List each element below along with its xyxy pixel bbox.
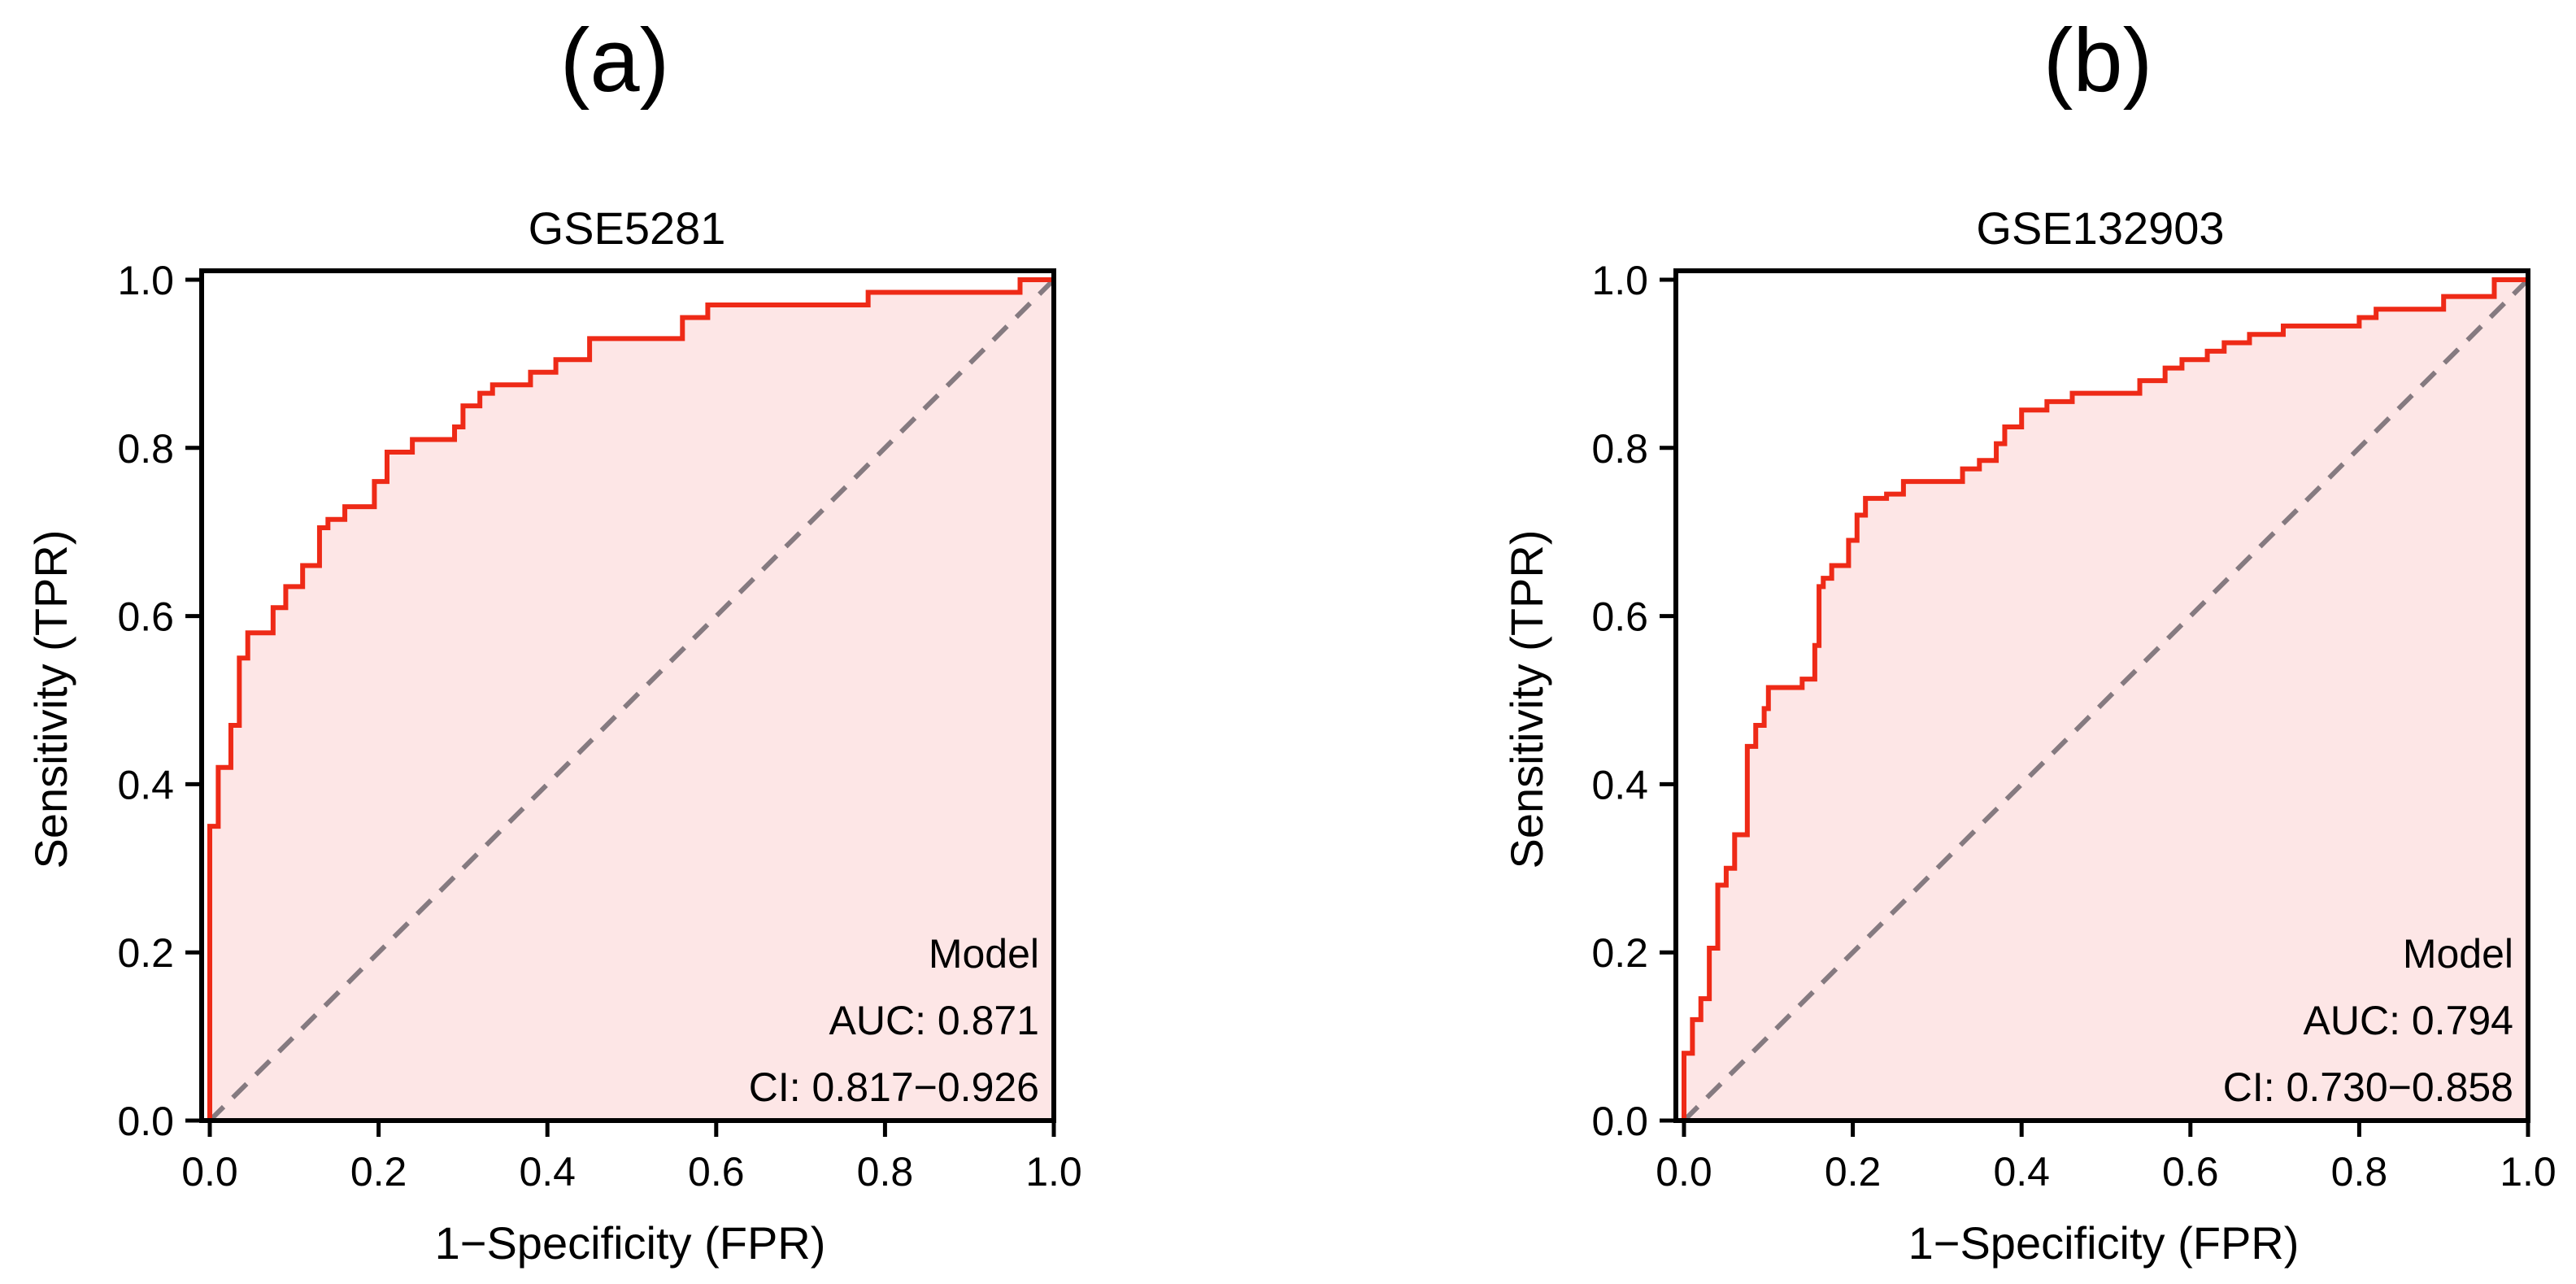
x-tick-label: 0.8: [857, 1149, 914, 1195]
y-axis-label: Sensitivity (TPR): [25, 530, 76, 869]
y-axis-label: Sensitivity (TPR): [1501, 530, 1552, 869]
x-tick-label: 0.4: [1993, 1149, 2050, 1195]
auc-label: AUC: 0.871: [829, 998, 1039, 1043]
panel-b: (b) GSE132903 0.0 0.2 0.4 0.6 0.8 1.00.00.20.…: [1501, 11, 2556, 1269]
plot-title: GSE5281: [529, 202, 726, 254]
roc-curve-line: [1682, 277, 2528, 1121]
y-tick-label: 0.6: [1591, 594, 1648, 640]
plot-area: 0.0 0.2 0.4 0.6 0.8 1.0 0.0 0.2 0.4 0.6 0.8 1.0: [1591, 258, 2556, 1195]
legend-model-label: Model: [929, 931, 1039, 977]
panel-letter: (a): [560, 11, 669, 111]
ci-label: CI: 0.730−0.858: [2223, 1064, 2513, 1110]
x-tick-label: 0.8: [2331, 1149, 2388, 1195]
x-tick-label: 0.6: [2162, 1149, 2219, 1195]
y-tick-label: 1.0: [117, 258, 174, 303]
y-tick-label: 0.0: [117, 1099, 174, 1144]
chance-diagonal-line: [207, 277, 1056, 1123]
panel-letter: (b): [2043, 11, 2152, 111]
panel-a: (a) GSE5281 0.0 0.2 0.4 0.6 0.8 1.00.00.20.40…: [25, 11, 1082, 1269]
chance-diagonal-line: [1682, 277, 2530, 1123]
auc-label: AUC: 0.794: [2304, 998, 2513, 1043]
roc-curve-line: [207, 277, 1054, 1121]
y-tick-label: 0.4: [117, 762, 174, 807]
x-tick-label: 0.2: [350, 1149, 407, 1195]
plot-title: GSE132903: [1976, 202, 2224, 254]
plot-frame: [199, 268, 1056, 1123]
plot-area: 0.0 0.2 0.4 0.6 0.8 1.0 0.0 0.2 0.4 0.6 0.8 1.0: [117, 258, 1081, 1195]
legend-model-label: Model: [2403, 931, 2513, 977]
y-tick-label: 0.8: [117, 426, 174, 472]
ci-label: CI: 0.817−0.926: [749, 1064, 1039, 1110]
x-tick-label: 1.0: [1025, 1149, 1082, 1195]
x-tick-label: 0.4: [519, 1149, 576, 1195]
y-tick-label: 0.8: [1591, 426, 1648, 472]
x-axis-label: 1−Specificity (FPR): [435, 1217, 826, 1269]
y-tick-label: 0.0: [1591, 1099, 1648, 1144]
x-tick-label: 1.0: [2500, 1149, 2556, 1195]
x-tick-label: 0.6: [688, 1149, 745, 1195]
y-tick-label: 1.0: [1591, 258, 1648, 303]
y-tick-label: 0.4: [1591, 762, 1648, 807]
y-tick-label: 0.6: [117, 594, 174, 640]
x-tick-label: 0.2: [1825, 1149, 1882, 1195]
y-tick-label: 0.2: [117, 930, 174, 976]
x-axis-label: 1−Specificity (FPR): [1908, 1217, 2300, 1269]
x-tick-label: 0.0: [181, 1149, 238, 1195]
x-tick-label: 0.0: [1656, 1149, 1712, 1195]
y-tick-label: 0.2: [1591, 930, 1648, 976]
plot-frame: [1673, 268, 2530, 1123]
